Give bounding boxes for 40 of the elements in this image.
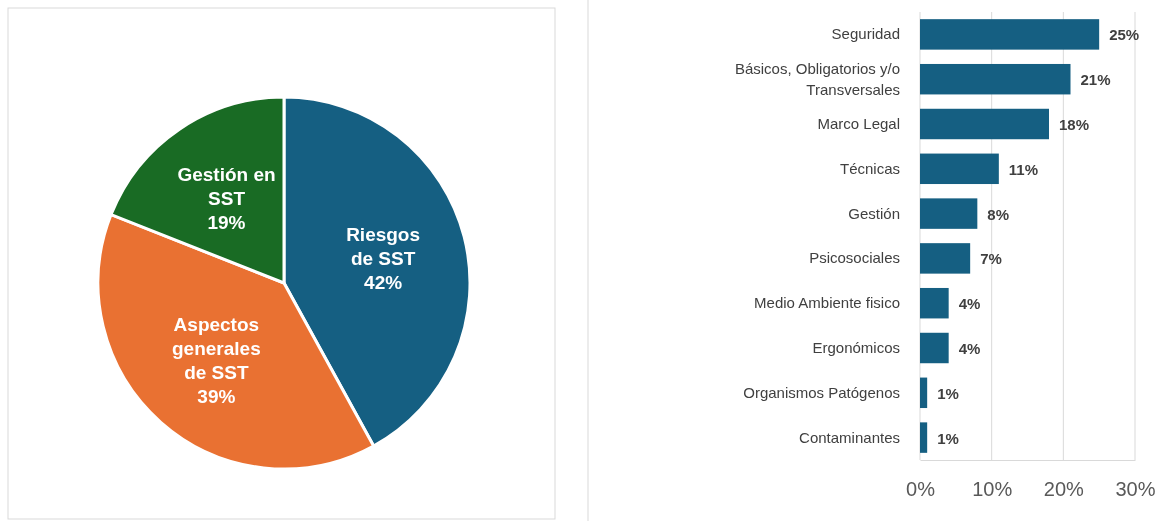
y-tick-label: Ergonómicos: [812, 339, 900, 356]
y-tick-label: Gestión: [848, 204, 900, 222]
bar: [920, 198, 978, 229]
y-tick-label: Medio Ambiente fisico: [754, 294, 900, 312]
x-tick-label: 10%: [972, 478, 1013, 501]
slice-label: Gestión en SST: [177, 164, 276, 210]
data-label: 1%: [937, 384, 959, 402]
y-tick-label: Básicos, Obligatorios y/o Transversales: [734, 59, 900, 98]
x-tick-label: 30%: [1115, 478, 1156, 501]
y-tick-label: Contaminantes: [799, 428, 900, 446]
data-label: 4%: [958, 340, 981, 357]
y-tick-label: Psicosociales: [809, 249, 900, 267]
data-label: 8%: [987, 205, 1010, 223]
data-label: 42%: [364, 271, 403, 293]
bar: [920, 287, 949, 319]
bar: [920, 422, 928, 453]
bar: [920, 377, 928, 409]
data-label: 25%: [1109, 26, 1140, 44]
data-label: 21%: [1080, 71, 1111, 89]
data-label: 18%: [1059, 116, 1090, 133]
y-tick-label: Técnicas: [839, 159, 900, 177]
y-tick-label: Seguridad: [831, 25, 900, 43]
bar: [920, 153, 999, 185]
x-tick-label: 20%: [1043, 478, 1085, 501]
bar: [920, 243, 971, 274]
y-tick-label: Organismos Patógenos: [743, 383, 900, 401]
data-label: 1%: [937, 429, 959, 447]
data-label: 19%: [207, 212, 246, 234]
bar: [920, 332, 949, 364]
bar: [920, 63, 1071, 95]
slice-label: Aspectos generales de SST: [171, 313, 261, 383]
x-tick-label: 0%: [906, 478, 936, 501]
data-label: 4%: [958, 295, 981, 313]
y-tick-label: Marco Legal: [817, 115, 900, 132]
data-label: 7%: [980, 250, 1002, 268]
bar: [920, 108, 1049, 140]
slice-label: Riesgos de SST: [346, 223, 421, 269]
bar: [920, 19, 1100, 50]
data-label: 39%: [197, 385, 236, 407]
data-label: 11%: [1008, 160, 1039, 178]
